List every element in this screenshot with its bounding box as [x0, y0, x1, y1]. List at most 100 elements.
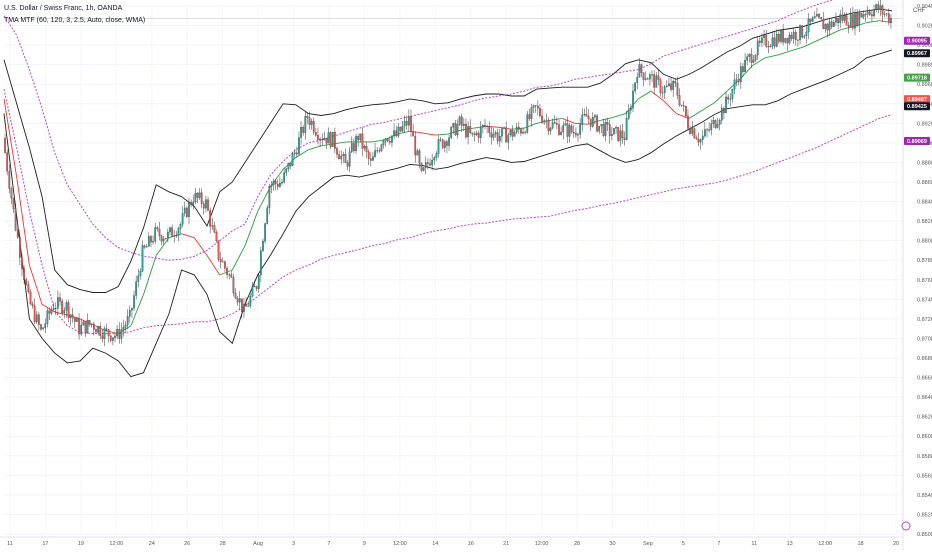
- candle-body: [395, 130, 398, 137]
- candle-body: [219, 259, 222, 262]
- candle-body: [706, 129, 708, 131]
- candle-body: [733, 79, 736, 90]
- candle-body: [355, 136, 357, 152]
- candle-body: [467, 126, 469, 138]
- candle-body: [308, 117, 311, 125]
- candle-body: [369, 158, 372, 161]
- candle-body: [818, 14, 820, 18]
- candle-body: [186, 207, 188, 217]
- candle-body: [837, 17, 839, 24]
- middle-band-segment: [321, 143, 334, 147]
- y-tick-label: 0.85400: [917, 493, 932, 499]
- candle-body: [644, 78, 647, 80]
- middle-band-segment: [625, 98, 639, 114]
- candle-body: [63, 310, 66, 314]
- middle-band-segment: [879, 20, 893, 24]
- candle-body: [95, 329, 97, 333]
- candle-body: [147, 236, 150, 247]
- candle-body: [405, 120, 408, 126]
- candle-body: [65, 302, 68, 311]
- candle-body: [69, 314, 72, 318]
- candle-body: [566, 123, 569, 137]
- candle-body: [877, 4, 880, 11]
- candle-body: [737, 79, 740, 83]
- candle-body: [541, 115, 543, 123]
- candle-body: [145, 246, 148, 248]
- candle-body: [183, 207, 186, 214]
- middle-band-segment: [308, 145, 322, 151]
- candle-body: [704, 129, 706, 137]
- candle-body: [854, 12, 856, 29]
- candle-body: [526, 114, 529, 133]
- x-tick-label: 12:00: [535, 541, 549, 547]
- x-tick-label: 5: [682, 541, 685, 547]
- candle-body: [338, 154, 340, 160]
- candle-body: [820, 17, 823, 20]
- candle-body: [649, 74, 651, 80]
- candle-body: [756, 40, 759, 56]
- y-tick-label: 0.89200: [917, 121, 932, 127]
- price-label-badge: [904, 73, 930, 82]
- candle-body: [498, 136, 501, 142]
- candle-body: [160, 235, 163, 242]
- candle-body: [494, 132, 497, 135]
- middle-band-segment: [828, 29, 842, 36]
- candle-body: [410, 116, 412, 132]
- candle-body: [363, 146, 366, 149]
- y-tick-label: 0.86200: [917, 415, 932, 421]
- candle-body: [543, 120, 546, 123]
- candle-body: [40, 324, 42, 330]
- candle-body: [858, 13, 861, 26]
- candle-body: [661, 92, 664, 94]
- candle-body: [80, 325, 83, 335]
- candle-body: [109, 335, 112, 341]
- candle-body: [524, 131, 527, 133]
- candle-body: [6, 152, 9, 172]
- y-tick-label: 0.85800: [917, 454, 932, 460]
- candle-body: [585, 114, 588, 117]
- candle-body: [596, 115, 598, 132]
- candle-body: [883, 13, 886, 15]
- candle-body: [742, 66, 744, 73]
- candle-body: [141, 245, 144, 272]
- candle-body: [841, 14, 844, 21]
- indicator-title[interactable]: TMA MTF (60, 120, 3, 2.5, Auto, close, W…: [4, 17, 146, 24]
- candle-body: [135, 281, 138, 296]
- candle-body: [750, 54, 753, 63]
- candle-body: [99, 326, 102, 336]
- candle-body: [441, 139, 444, 148]
- candle-body: [490, 132, 493, 138]
- candle-body: [118, 329, 121, 339]
- middle-band-segment: [181, 233, 195, 239]
- candle-body: [748, 54, 751, 57]
- candle-body: [306, 116, 309, 118]
- middle-band-segment: [574, 122, 588, 125]
- candle-body: [310, 121, 313, 125]
- candle-body: [321, 138, 324, 141]
- candle-body: [813, 16, 816, 18]
- candle-body: [283, 172, 286, 183]
- y-tick-label: 0.89600: [917, 82, 932, 88]
- candle-body: [131, 307, 133, 311]
- candle-body: [600, 124, 603, 127]
- candle-body: [46, 310, 49, 324]
- candle-body: [551, 122, 554, 129]
- symbol-title[interactable]: U.S. Dollar / Swiss Franc, 1h, OANDA: [4, 5, 123, 12]
- candle-body: [209, 210, 212, 227]
- candle-body: [731, 89, 734, 99]
- candle-body: [260, 250, 262, 276]
- candle-body: [794, 32, 797, 41]
- x-tick-label: 18: [857, 541, 863, 547]
- candle-body: [775, 33, 778, 47]
- x-tick-label: 28: [220, 541, 226, 547]
- price-label-badge: [904, 36, 930, 45]
- middle-band-segment: [498, 126, 512, 130]
- candle-body: [319, 138, 321, 140]
- candle-body: [718, 120, 721, 125]
- candle-body: [710, 123, 713, 131]
- candle-body: [714, 120, 717, 128]
- candle-body: [287, 163, 290, 169]
- candle-body: [29, 291, 32, 305]
